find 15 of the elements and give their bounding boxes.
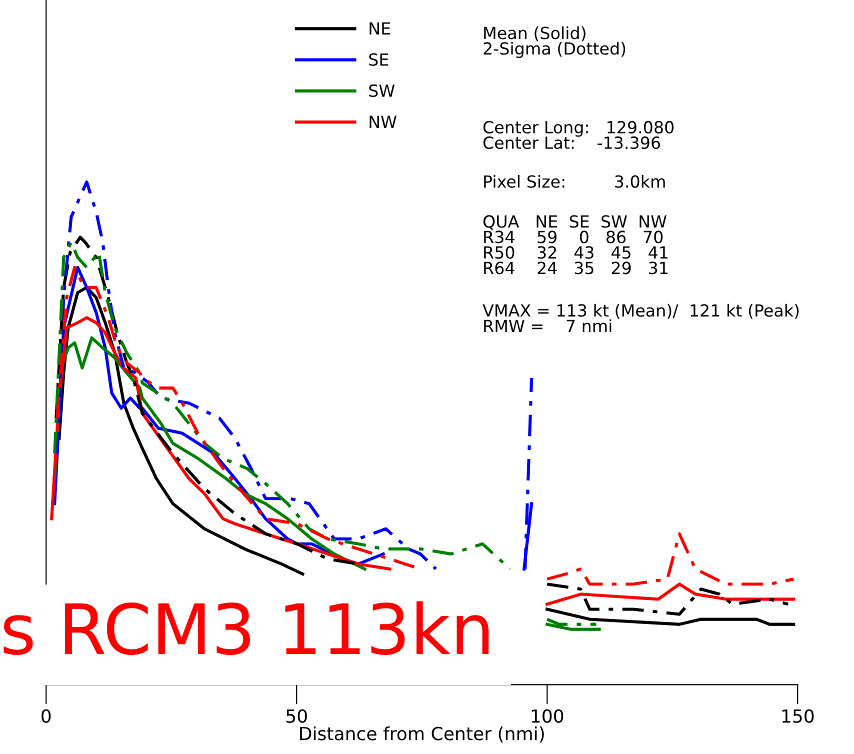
legend-label: NE [370,22,390,35]
legend-label: SE [369,53,388,66]
annotation: VMAX = 113 kt (Mean)/ 121 kt (Peak) RMW = 7 nmi [482,304,799,332]
x-tick-label: 0 [42,709,51,723]
x-tick-label: 50 [286,709,307,723]
annotation: s RCM3 113kn [4,601,489,656]
text: Center Long: 129.080 Center Lat: -13.396 [483,120,674,150]
legend-label: SW [369,84,395,98]
text: Mean (Solid) 2-Sigma (Dotted) [484,26,626,58]
x-axis-title: Distance from Center (nmi) [300,726,544,743]
legend-label: NW [370,116,396,128]
x-tick-label: 150 [782,709,814,723]
annotation: Pixel Size: 3.0km [484,174,665,188]
annotation: QUA NE SE SW NW R34 59 0 86 70 R50 32 43 45 41 R64 24 35 29 31 [483,215,668,274]
x-tick-label: 100 [532,709,564,723]
